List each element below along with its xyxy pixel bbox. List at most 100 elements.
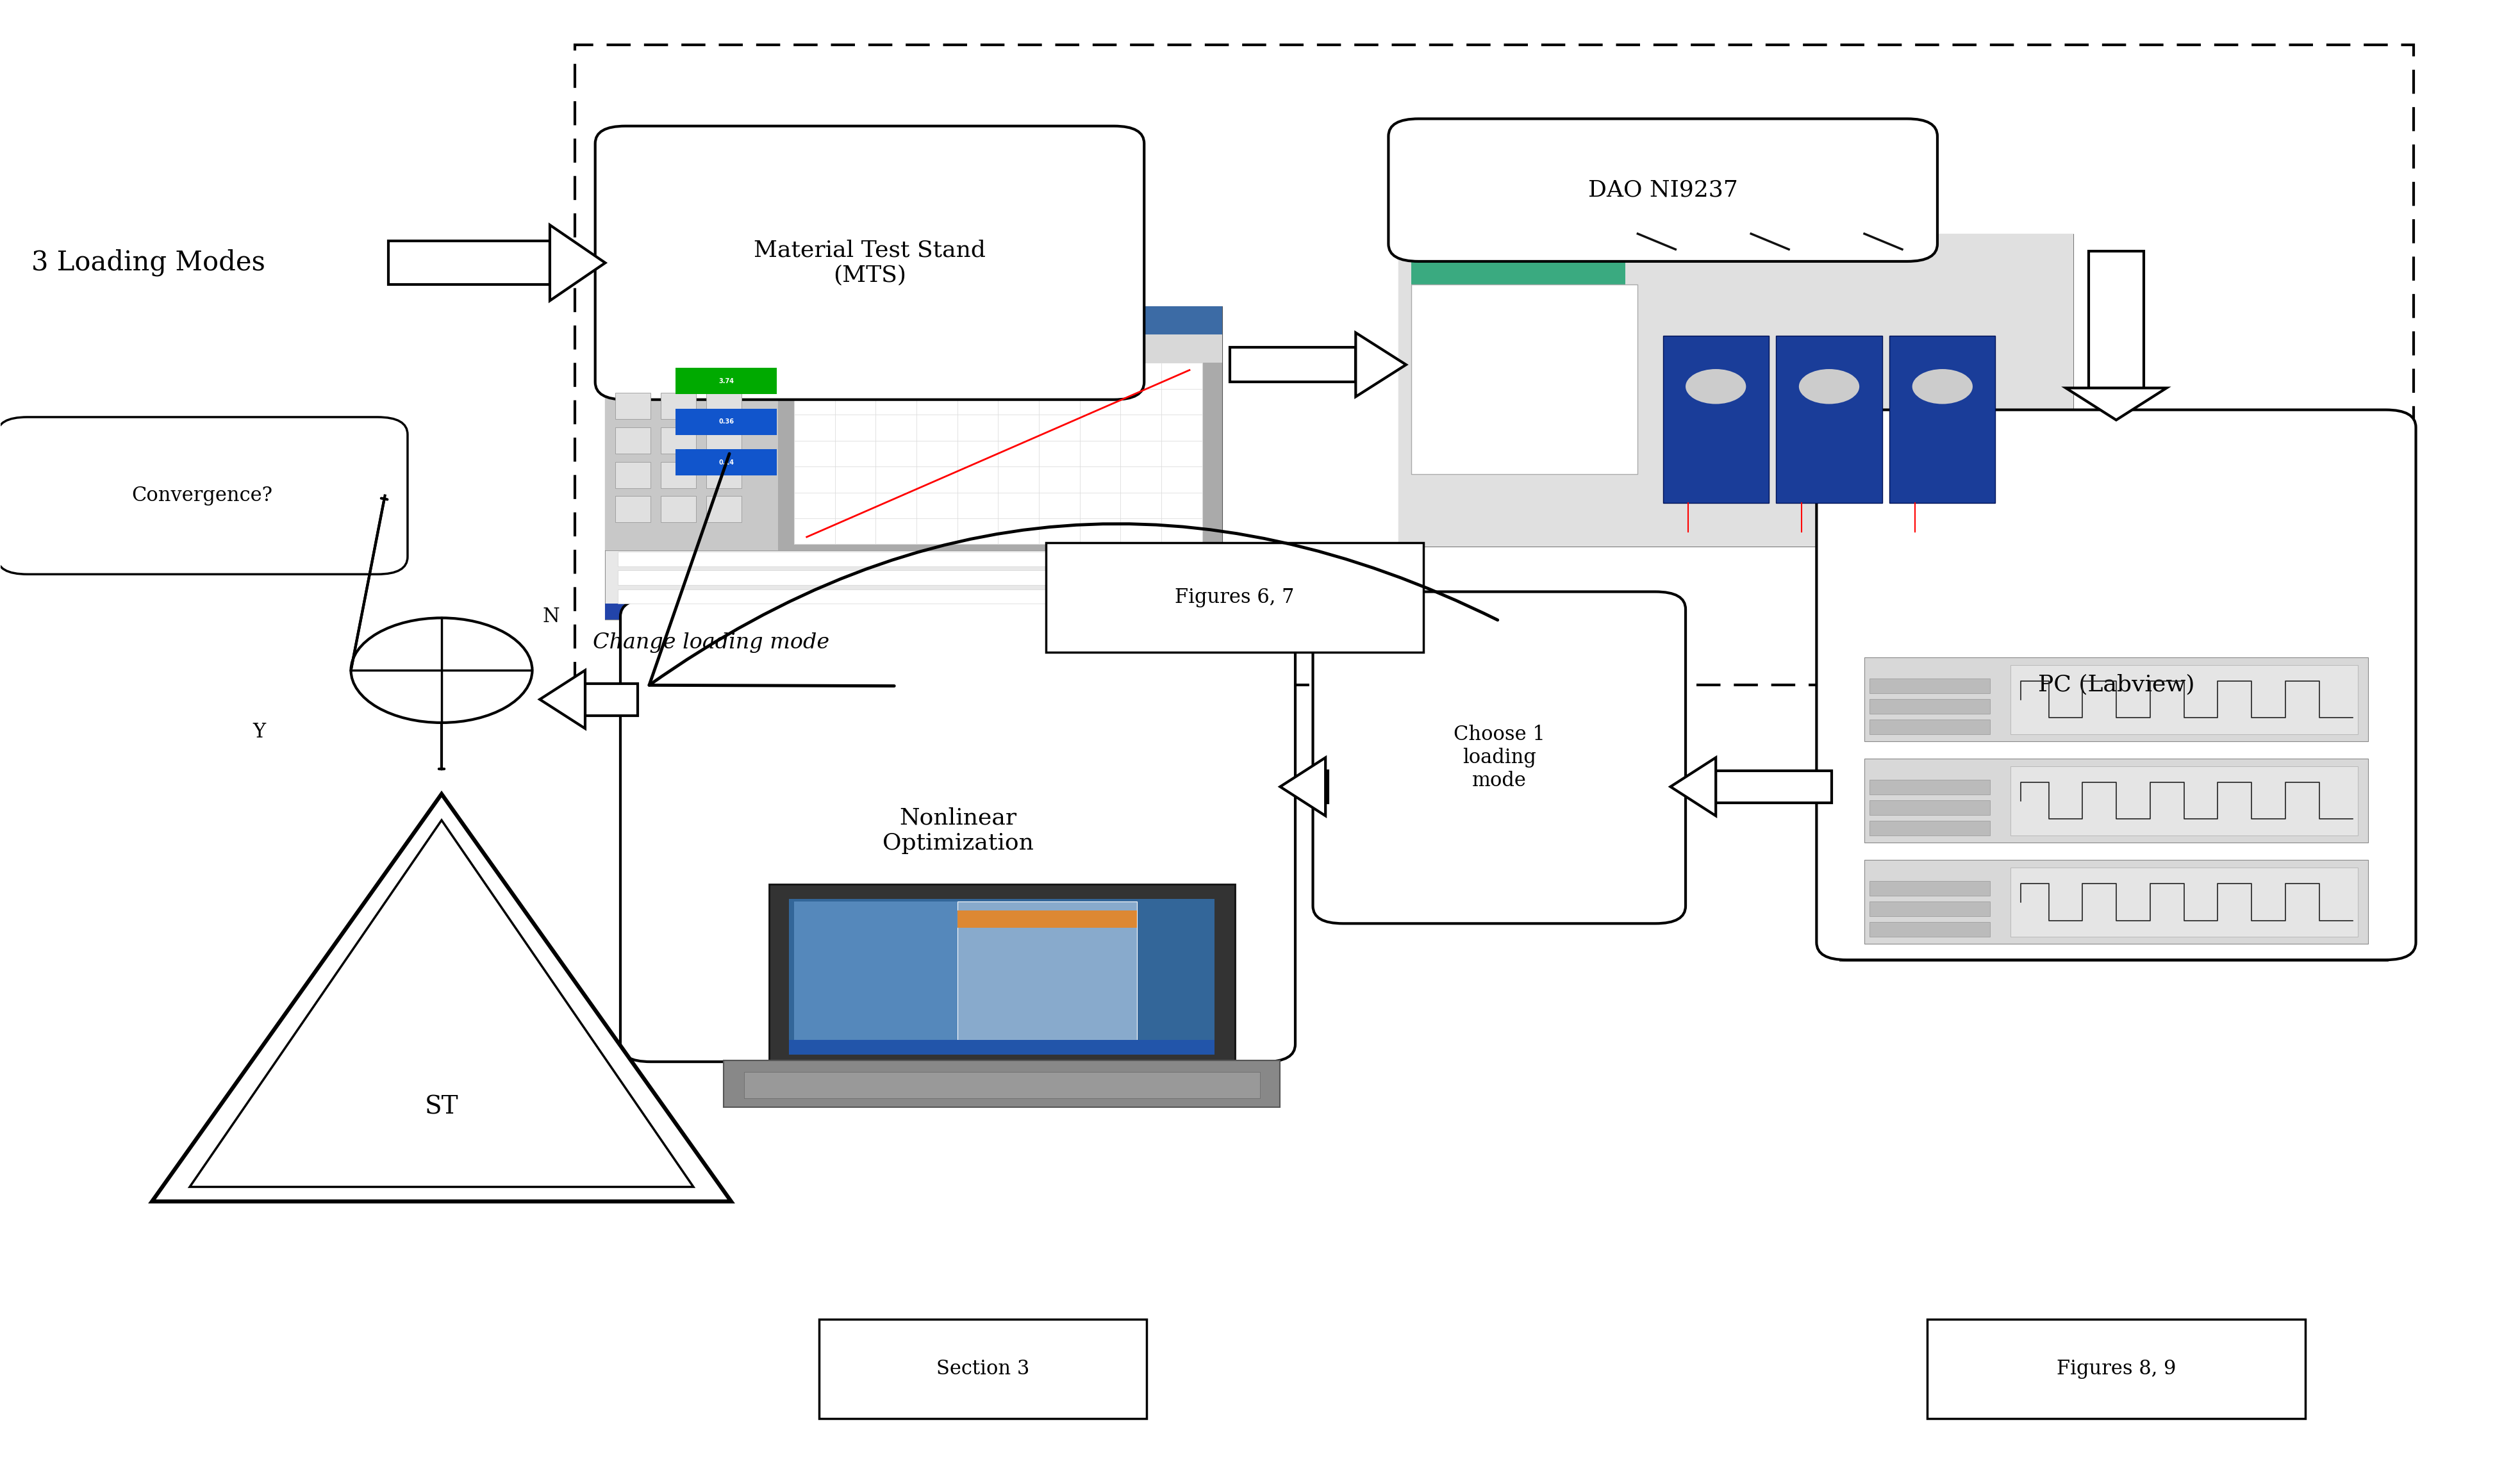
- Bar: [769, 884, 1235, 1067]
- Text: Convergence?: Convergence?: [131, 485, 272, 506]
- Bar: [605, 306, 1222, 335]
- Text: Section 3: Section 3: [937, 1359, 1031, 1378]
- Bar: [1870, 820, 1991, 835]
- Bar: [660, 462, 696, 488]
- Bar: [706, 393, 741, 420]
- Text: 3 Loading Modes: 3 Loading Modes: [30, 249, 265, 277]
- Bar: [1411, 248, 1625, 357]
- Bar: [1865, 657, 2369, 742]
- Text: Figures 8, 9: Figures 8, 9: [2056, 1359, 2175, 1378]
- Bar: [1890, 335, 1996, 503]
- Polygon shape: [388, 240, 549, 284]
- Bar: [1870, 720, 1991, 734]
- Bar: [660, 427, 696, 453]
- Bar: [617, 589, 1210, 603]
- Text: Figures 6, 7: Figures 6, 7: [1174, 587, 1295, 608]
- Bar: [1870, 800, 1991, 814]
- Bar: [615, 427, 650, 453]
- Polygon shape: [1356, 332, 1406, 396]
- Bar: [660, 497, 696, 523]
- Polygon shape: [189, 820, 693, 1187]
- Bar: [2011, 766, 2359, 835]
- FancyArrowPatch shape: [650, 453, 1497, 686]
- FancyBboxPatch shape: [1313, 592, 1686, 924]
- Text: 0.36: 0.36: [718, 418, 733, 425]
- Bar: [2011, 664, 2359, 734]
- Bar: [1840, 612, 2389, 962]
- Bar: [615, 393, 650, 420]
- Circle shape: [1913, 369, 1973, 404]
- Bar: [1870, 881, 1991, 896]
- Bar: [675, 408, 776, 434]
- Bar: [1663, 335, 1769, 503]
- Text: PC (Labview): PC (Labview): [2039, 675, 2195, 696]
- Bar: [660, 393, 696, 420]
- Bar: [794, 363, 1202, 545]
- Bar: [617, 570, 1210, 584]
- Bar: [1870, 699, 1991, 714]
- Polygon shape: [585, 683, 638, 715]
- Circle shape: [1686, 369, 1746, 404]
- Bar: [605, 603, 1222, 619]
- Bar: [1870, 902, 1991, 916]
- Polygon shape: [549, 224, 605, 300]
- Bar: [789, 899, 1215, 1055]
- Bar: [1870, 779, 1991, 794]
- Bar: [1865, 860, 2369, 944]
- FancyBboxPatch shape: [595, 127, 1144, 399]
- FancyBboxPatch shape: [0, 417, 408, 574]
- Bar: [1870, 922, 1991, 937]
- Bar: [675, 449, 776, 475]
- Text: Nonlinear
Optimization: Nonlinear Optimization: [882, 807, 1033, 854]
- Bar: [794, 902, 1051, 1052]
- Bar: [575, 45, 2414, 685]
- Bar: [605, 363, 779, 551]
- Text: Choose 1
loading
mode: Choose 1 loading mode: [1454, 724, 1545, 791]
- Bar: [958, 911, 1137, 928]
- Bar: [605, 335, 1222, 363]
- Bar: [1046, 543, 1424, 653]
- Bar: [706, 462, 741, 488]
- Bar: [1840, 612, 2389, 640]
- FancyBboxPatch shape: [620, 599, 1295, 1062]
- Bar: [617, 552, 1210, 567]
- Polygon shape: [151, 794, 731, 1202]
- Polygon shape: [1280, 758, 1326, 816]
- Bar: [615, 497, 650, 523]
- Bar: [605, 551, 1222, 619]
- Bar: [1411, 284, 1638, 474]
- Text: 0.14: 0.14: [718, 459, 733, 466]
- Text: Y: Y: [252, 721, 265, 742]
- Bar: [723, 1061, 1280, 1107]
- Text: N: N: [542, 608, 559, 627]
- Bar: [819, 1320, 1147, 1418]
- Text: Material Test Stand
(MTS): Material Test Stand (MTS): [753, 239, 985, 287]
- Polygon shape: [1671, 758, 1716, 816]
- Polygon shape: [2066, 388, 2167, 420]
- Bar: [958, 902, 1137, 1040]
- Bar: [1399, 233, 2074, 546]
- Bar: [706, 497, 741, 523]
- Bar: [706, 427, 741, 453]
- Polygon shape: [1716, 771, 1832, 803]
- Circle shape: [1799, 369, 1860, 404]
- Bar: [1840, 622, 2389, 947]
- Text: DAO NI9237: DAO NI9237: [1588, 179, 1739, 201]
- Polygon shape: [2089, 251, 2145, 388]
- Bar: [1777, 335, 1882, 503]
- Text: ST: ST: [426, 1096, 459, 1119]
- FancyBboxPatch shape: [1389, 119, 1938, 261]
- Polygon shape: [1230, 347, 1356, 382]
- Bar: [1865, 759, 2369, 842]
- Bar: [1399, 233, 2074, 546]
- FancyBboxPatch shape: [1817, 409, 2417, 960]
- Bar: [2011, 867, 2359, 937]
- Text: Change loading mode: Change loading mode: [592, 632, 829, 653]
- Text: 3.74: 3.74: [718, 377, 733, 385]
- Bar: [605, 306, 1222, 619]
- Bar: [675, 369, 776, 393]
- Bar: [1928, 1320, 2306, 1418]
- Bar: [615, 462, 650, 488]
- Bar: [743, 1072, 1260, 1099]
- Bar: [1870, 679, 1991, 694]
